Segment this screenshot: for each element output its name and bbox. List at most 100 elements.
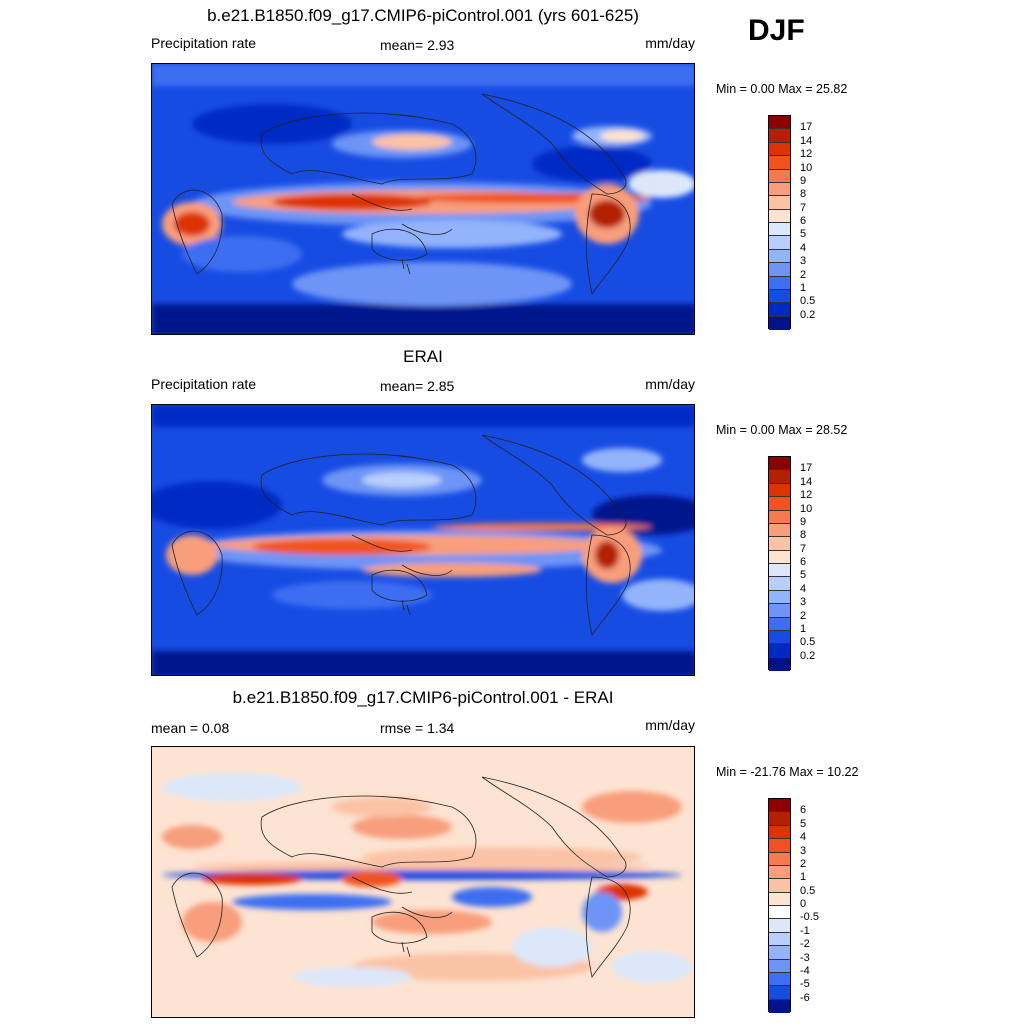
colorbar-tick-label: 7 <box>800 542 807 555</box>
colorbar-tick-label: 12 <box>800 489 813 502</box>
panel-2-units: mm/day <box>645 376 695 392</box>
colorbar-swatch <box>769 959 790 973</box>
colorbar-swatch <box>769 564 790 578</box>
panel-1-units: mm/day <box>645 35 695 51</box>
colorbar-swatch <box>769 196 790 210</box>
colorbar-swatch <box>769 865 790 880</box>
colorbar-swatch <box>769 999 790 1013</box>
colorbar-tick-label: 14 <box>800 134 813 147</box>
panel-2-left-label: Precipitation rate <box>151 376 257 392</box>
panel-3-map-field <box>152 747 694 1017</box>
colorbar-tick-label: 17 <box>800 462 813 475</box>
colorbar-tick-label: 4 <box>800 241 807 254</box>
colorbar-swatch <box>769 209 790 223</box>
colorbar-tick-label: 9 <box>800 515 807 528</box>
colorbar-swatch <box>769 946 790 960</box>
colorbar-swatch <box>769 263 790 277</box>
colorbar-swatch <box>769 919 790 933</box>
panel-1-map-field <box>152 64 694 334</box>
colorbar-tick-label: 3 <box>800 844 807 857</box>
colorbar-tick-label: 6 <box>800 556 807 568</box>
colorbar-swatch <box>769 156 790 170</box>
colorbar-tick-label: 17 <box>800 121 813 134</box>
colorbar-tick-label: 6 <box>800 804 807 817</box>
colorbar-swatch <box>769 470 790 484</box>
colorbar-swatch <box>769 879 790 893</box>
panel-1-left-label: Precipitation rate <box>151 35 257 51</box>
panel-1-map <box>151 63 695 335</box>
colorbar-tick-label: 2 <box>800 268 807 281</box>
panel-2-minmax: Min = 0.00 Max = 28.52 <box>716 423 848 437</box>
colorbar-tick-label: -5 <box>800 978 810 991</box>
colorbar-tick-label: 7 <box>800 201 807 214</box>
panel-3-minmax: Min = -21.76 Max = 10.22 <box>716 765 859 779</box>
colorbar-swatch <box>769 972 790 987</box>
colorbar-swatch <box>769 986 790 1000</box>
colorbar-tick-label: 1 <box>800 622 807 635</box>
colorbar-swatch <box>769 129 790 143</box>
colorbar-swatch <box>769 457 790 471</box>
colorbar-tick-label: 1 <box>800 871 807 884</box>
colorbar-tick-label: 3 <box>800 255 807 268</box>
colorbar-tick-label: 0 <box>800 898 807 910</box>
colorbar-swatch <box>769 590 790 605</box>
colorbar-tick-label: -6 <box>800 991 810 1004</box>
colorbar-swatch <box>769 510 790 524</box>
colorbar-swatch <box>769 537 790 551</box>
panel-3-colorbar <box>768 798 791 1013</box>
colorbar-swatch <box>769 169 790 183</box>
panel-2-colorbar <box>768 456 791 671</box>
panel-1-mean: mean= 2.93 <box>380 37 455 53</box>
colorbar-swatch <box>769 839 790 853</box>
colorbar-swatch <box>769 825 790 840</box>
colorbar-swatch <box>769 316 790 330</box>
colorbar-tick-label: 8 <box>800 529 807 542</box>
panel-3-mean: mean = 0.08 <box>151 720 230 736</box>
panel-1-minmax: Min = 0.00 Max = 25.82 <box>716 82 848 96</box>
colorbar-tick-label: 9 <box>800 174 807 187</box>
colorbar-tick-label: 2 <box>800 857 807 870</box>
colorbar-tick-label: 2 <box>800 609 807 622</box>
panel-2-title: ERAI <box>403 347 443 366</box>
colorbar-swatch <box>769 236 790 250</box>
panel-3-map <box>151 746 695 1018</box>
colorbar-swatch <box>769 617 790 631</box>
colorbar-swatch <box>769 182 790 197</box>
colorbar-swatch <box>769 630 790 645</box>
colorbar-swatch <box>769 303 790 317</box>
colorbar-tick-label: -0.5 <box>800 911 819 924</box>
colorbar-tick-label: 14 <box>800 475 813 488</box>
colorbar-swatch <box>769 932 790 947</box>
colorbar-swatch <box>769 550 790 564</box>
colorbar-tick-label: 4 <box>800 582 807 595</box>
colorbar-tick-label: 8 <box>800 188 807 201</box>
colorbar-swatch <box>769 604 790 618</box>
colorbar-tick-label: -3 <box>800 951 810 964</box>
panel-3-title: b.e21.B1850.f09_g17.CMIP6-piControl.001 … <box>232 688 614 707</box>
panel-2-mean: mean= 2.85 <box>380 378 455 394</box>
colorbar-swatch <box>769 289 790 304</box>
colorbar-swatch <box>769 812 790 826</box>
colorbar-tick-label: 5 <box>800 569 807 582</box>
colorbar-swatch <box>769 906 790 920</box>
colorbar-swatch <box>769 116 790 130</box>
colorbar-tick-label: 0.2 <box>800 308 816 321</box>
panel-2-map-field <box>152 405 694 675</box>
colorbar-tick-label: -4 <box>800 964 810 977</box>
colorbar-tick-label: 3 <box>800 596 807 609</box>
colorbar-tick-label: -2 <box>800 938 810 951</box>
colorbar-tick-label: 5 <box>800 228 807 241</box>
colorbar-tick-label: 12 <box>800 148 813 161</box>
colorbar-swatch <box>769 523 790 538</box>
colorbar-swatch <box>769 276 790 290</box>
colorbar-tick-label: 0.5 <box>800 636 816 649</box>
colorbar-swatch <box>769 249 790 264</box>
colorbar-tick-label: 0.5 <box>800 295 816 308</box>
colorbar-swatch <box>769 852 790 866</box>
colorbar-tick-label: 5 <box>800 817 807 830</box>
colorbar-swatch <box>769 892 790 906</box>
colorbar-swatch <box>769 577 790 591</box>
panel-3-units: mm/day <box>645 717 695 733</box>
colorbar-tick-label: 1 <box>800 281 807 294</box>
panel-1-title: b.e21.B1850.f09_g17.CMIP6-piControl.001 … <box>207 6 639 25</box>
